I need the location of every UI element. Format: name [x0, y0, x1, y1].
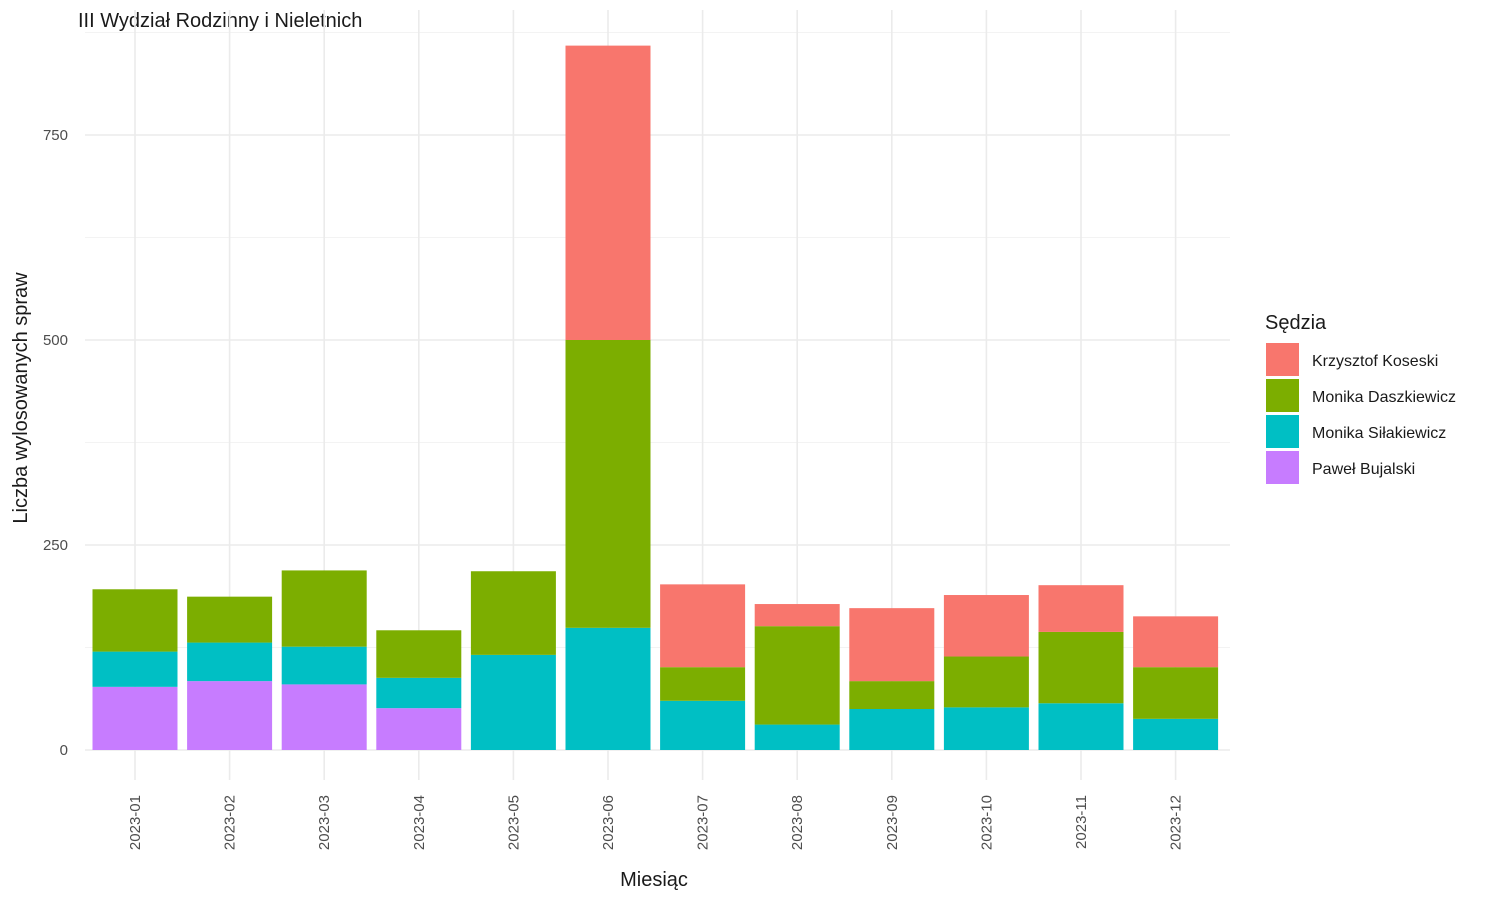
legend-label: Krzysztof Koseski: [1312, 353, 1438, 370]
x-tick-label: 2023-05: [505, 795, 522, 850]
bar-segment: [565, 340, 651, 628]
bar-segment: [849, 681, 935, 709]
y-tick-label: 0: [60, 742, 68, 759]
bar-segment: [470, 654, 556, 750]
bar-segment: [565, 45, 651, 341]
bar-segment: [849, 709, 935, 750]
x-axis-ticks: 2023-01 2023-02 2023-03 2023-04 2023-05 2023-…: [127, 795, 1185, 850]
y-tick-label: 250: [43, 537, 68, 554]
x-tick-label: 2023-06: [600, 795, 617, 850]
legend: Sędzia Krzysztof Koseski Monika Daszkiewi…: [1265, 312, 1456, 484]
bar-segment: [1038, 703, 1124, 750]
bar-segment: [376, 708, 462, 750]
x-tick-label: 2023-09: [884, 795, 901, 850]
bar-segment: [849, 608, 935, 682]
bar-segment: [1133, 616, 1219, 668]
x-axis-title: Miesiąc: [620, 869, 688, 891]
y-tick-label: 750: [43, 127, 68, 144]
bar-segment: [470, 571, 556, 655]
x-tick-label: 2023-12: [1168, 795, 1185, 850]
bar-segment: [187, 642, 273, 682]
x-tick-label: 2023-02: [222, 795, 239, 850]
bar-segment: [660, 584, 746, 668]
bar-segment: [281, 646, 367, 685]
legend-label: Paweł Bujalski: [1312, 461, 1415, 478]
bar-segment: [92, 651, 178, 687]
y-tick-label: 500: [43, 332, 68, 349]
y-axis-ticks: 0 250 500 750: [43, 127, 68, 759]
bar-segment: [1133, 718, 1219, 750]
bar-segment: [565, 627, 651, 750]
x-tick-label: 2023-03: [316, 795, 333, 850]
bar-segment: [754, 604, 840, 627]
bar-segment: [376, 630, 462, 678]
bar-segment: [660, 667, 746, 701]
bar-segment: [187, 596, 273, 643]
bar-segment: [943, 656, 1029, 708]
bar-segment: [187, 681, 273, 750]
bar-segment: [1133, 667, 1219, 719]
legend-title: Sędzia: [1265, 312, 1327, 334]
legend-swatch: [1266, 343, 1299, 376]
x-tick-label: 2023-10: [978, 795, 995, 850]
legend-swatch: [1266, 451, 1299, 484]
x-tick-label: 2023-01: [127, 795, 144, 850]
legend-swatch: [1266, 415, 1299, 448]
bar-segment: [281, 684, 367, 750]
bar-segment: [281, 570, 367, 647]
bar-segment: [660, 700, 746, 750]
x-tick-label: 2023-11: [1073, 795, 1090, 849]
bar-segment: [92, 589, 178, 652]
x-tick-label: 2023-04: [411, 795, 428, 850]
legend-label: Monika Siłakiewicz: [1312, 425, 1446, 442]
bar-segment: [754, 724, 840, 750]
x-tick-label: 2023-07: [695, 795, 712, 850]
x-tick-label: 2023-08: [789, 795, 806, 850]
bar-segment: [943, 707, 1029, 750]
bar-segment: [1038, 585, 1124, 632]
bar-segment: [376, 677, 462, 709]
bar-segment: [92, 686, 178, 750]
bar-segment: [754, 626, 840, 725]
chart-title: III Wydział Rodzinny i Nieletnich: [78, 10, 362, 32]
legend-swatch: [1266, 379, 1299, 412]
bar-segment: [1038, 631, 1124, 704]
bar-segment: [943, 595, 1029, 657]
y-axis-title: Liczba wylosowanych spraw: [10, 272, 32, 524]
legend-label: Monika Daszkiewicz: [1312, 389, 1456, 406]
bars-layer: [92, 45, 1219, 750]
